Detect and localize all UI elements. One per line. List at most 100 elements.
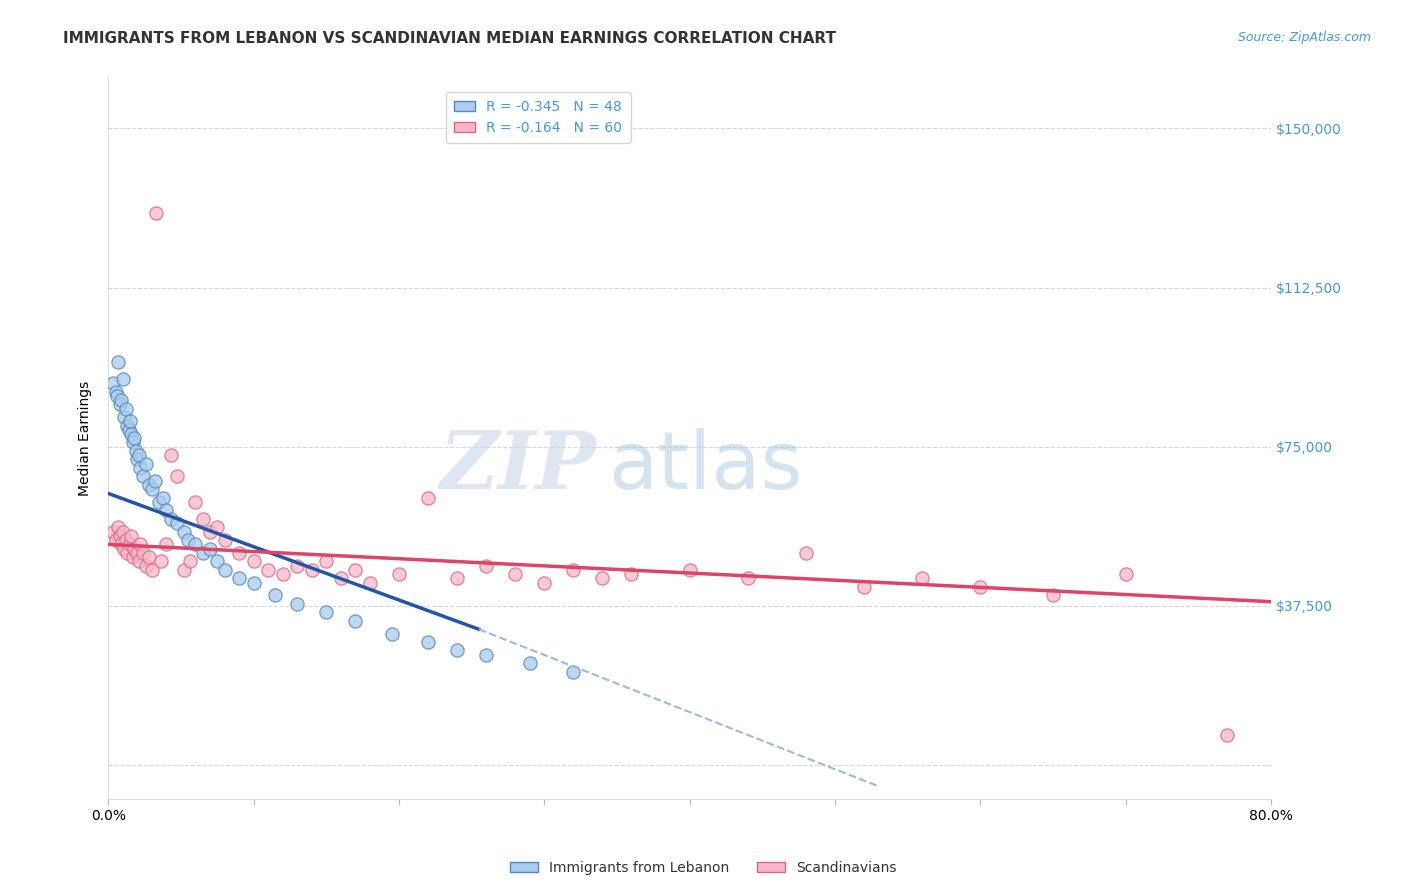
Point — [138, 478, 160, 492]
Point — [475, 648, 498, 662]
Point — [173, 563, 195, 577]
Point — [101, 376, 124, 390]
Point — [124, 431, 146, 445]
Point — [173, 524, 195, 539]
Point — [285, 597, 308, 611]
Point — [503, 567, 526, 582]
Point — [112, 541, 135, 556]
Point — [446, 643, 468, 657]
Point — [242, 554, 264, 568]
Point — [129, 537, 152, 551]
Point — [152, 491, 174, 505]
Point — [127, 546, 149, 560]
Text: Source: ZipAtlas.com: Source: ZipAtlas.com — [1237, 31, 1371, 45]
Point — [141, 563, 163, 577]
Point — [207, 554, 229, 568]
Point — [145, 206, 167, 220]
Point — [135, 558, 157, 573]
Point — [128, 554, 150, 568]
Point — [416, 635, 439, 649]
Point — [104, 384, 127, 399]
Point — [132, 546, 155, 560]
Point — [198, 541, 221, 556]
Point — [114, 533, 136, 548]
Point — [388, 567, 411, 582]
Text: ZIP: ZIP — [440, 428, 596, 506]
Legend: R = -0.345   N = 48, R = -0.164   N = 60: R = -0.345 N = 48, R = -0.164 N = 60 — [446, 92, 631, 144]
Point — [125, 444, 148, 458]
Point — [853, 580, 876, 594]
Point — [1042, 588, 1064, 602]
Point — [381, 626, 404, 640]
Point — [591, 571, 613, 585]
Point — [562, 665, 585, 679]
Point — [128, 448, 150, 462]
Point — [533, 575, 555, 590]
Point — [214, 563, 236, 577]
Point — [143, 474, 166, 488]
Point — [416, 491, 439, 505]
Point — [159, 448, 181, 462]
Point — [155, 537, 177, 551]
Point — [264, 588, 287, 602]
Point — [166, 516, 188, 530]
Point — [115, 546, 138, 560]
Point — [149, 554, 172, 568]
Point — [111, 524, 134, 539]
Point — [129, 461, 152, 475]
Point — [179, 554, 201, 568]
Point — [214, 533, 236, 548]
Point — [184, 495, 207, 509]
Point — [359, 575, 381, 590]
Point — [107, 355, 129, 369]
Point — [737, 571, 759, 585]
Point — [315, 605, 337, 619]
Point — [344, 563, 367, 577]
Point — [117, 423, 139, 437]
Point — [111, 372, 134, 386]
Point — [191, 546, 214, 560]
Point — [110, 392, 132, 407]
Point — [110, 537, 132, 551]
Point — [446, 571, 468, 585]
Point — [112, 410, 135, 425]
Point — [911, 571, 934, 585]
Point — [148, 495, 170, 509]
Point — [1115, 567, 1137, 582]
Point — [191, 512, 214, 526]
Point — [118, 537, 141, 551]
Point — [127, 452, 149, 467]
Point — [132, 469, 155, 483]
Text: atlas: atlas — [609, 428, 803, 506]
Point — [475, 558, 498, 573]
Point — [794, 546, 817, 560]
Point — [114, 401, 136, 416]
Point — [1216, 728, 1239, 742]
Point — [207, 520, 229, 534]
Point — [107, 520, 129, 534]
Point — [177, 533, 200, 548]
Point — [257, 563, 280, 577]
Point — [138, 550, 160, 565]
Point — [301, 563, 323, 577]
Point — [198, 524, 221, 539]
Y-axis label: Median Earnings: Median Earnings — [79, 381, 93, 496]
Point — [620, 567, 643, 582]
Point — [344, 614, 367, 628]
Point — [108, 397, 131, 411]
Point — [118, 414, 141, 428]
Point — [678, 563, 700, 577]
Point — [242, 575, 264, 590]
Legend: Immigrants from Lebanon, Scandinavians: Immigrants from Lebanon, Scandinavians — [505, 855, 901, 880]
Text: IMMIGRANTS FROM LEBANON VS SCANDINAVIAN MEDIAN EARNINGS CORRELATION CHART: IMMIGRANTS FROM LEBANON VS SCANDINAVIAN … — [63, 31, 837, 46]
Point — [121, 529, 143, 543]
Point — [122, 435, 145, 450]
Point — [159, 512, 181, 526]
Point — [105, 389, 128, 403]
Point — [315, 554, 337, 568]
Point — [519, 657, 541, 671]
Point — [969, 580, 991, 594]
Point — [285, 558, 308, 573]
Point — [101, 524, 124, 539]
Point — [122, 550, 145, 565]
